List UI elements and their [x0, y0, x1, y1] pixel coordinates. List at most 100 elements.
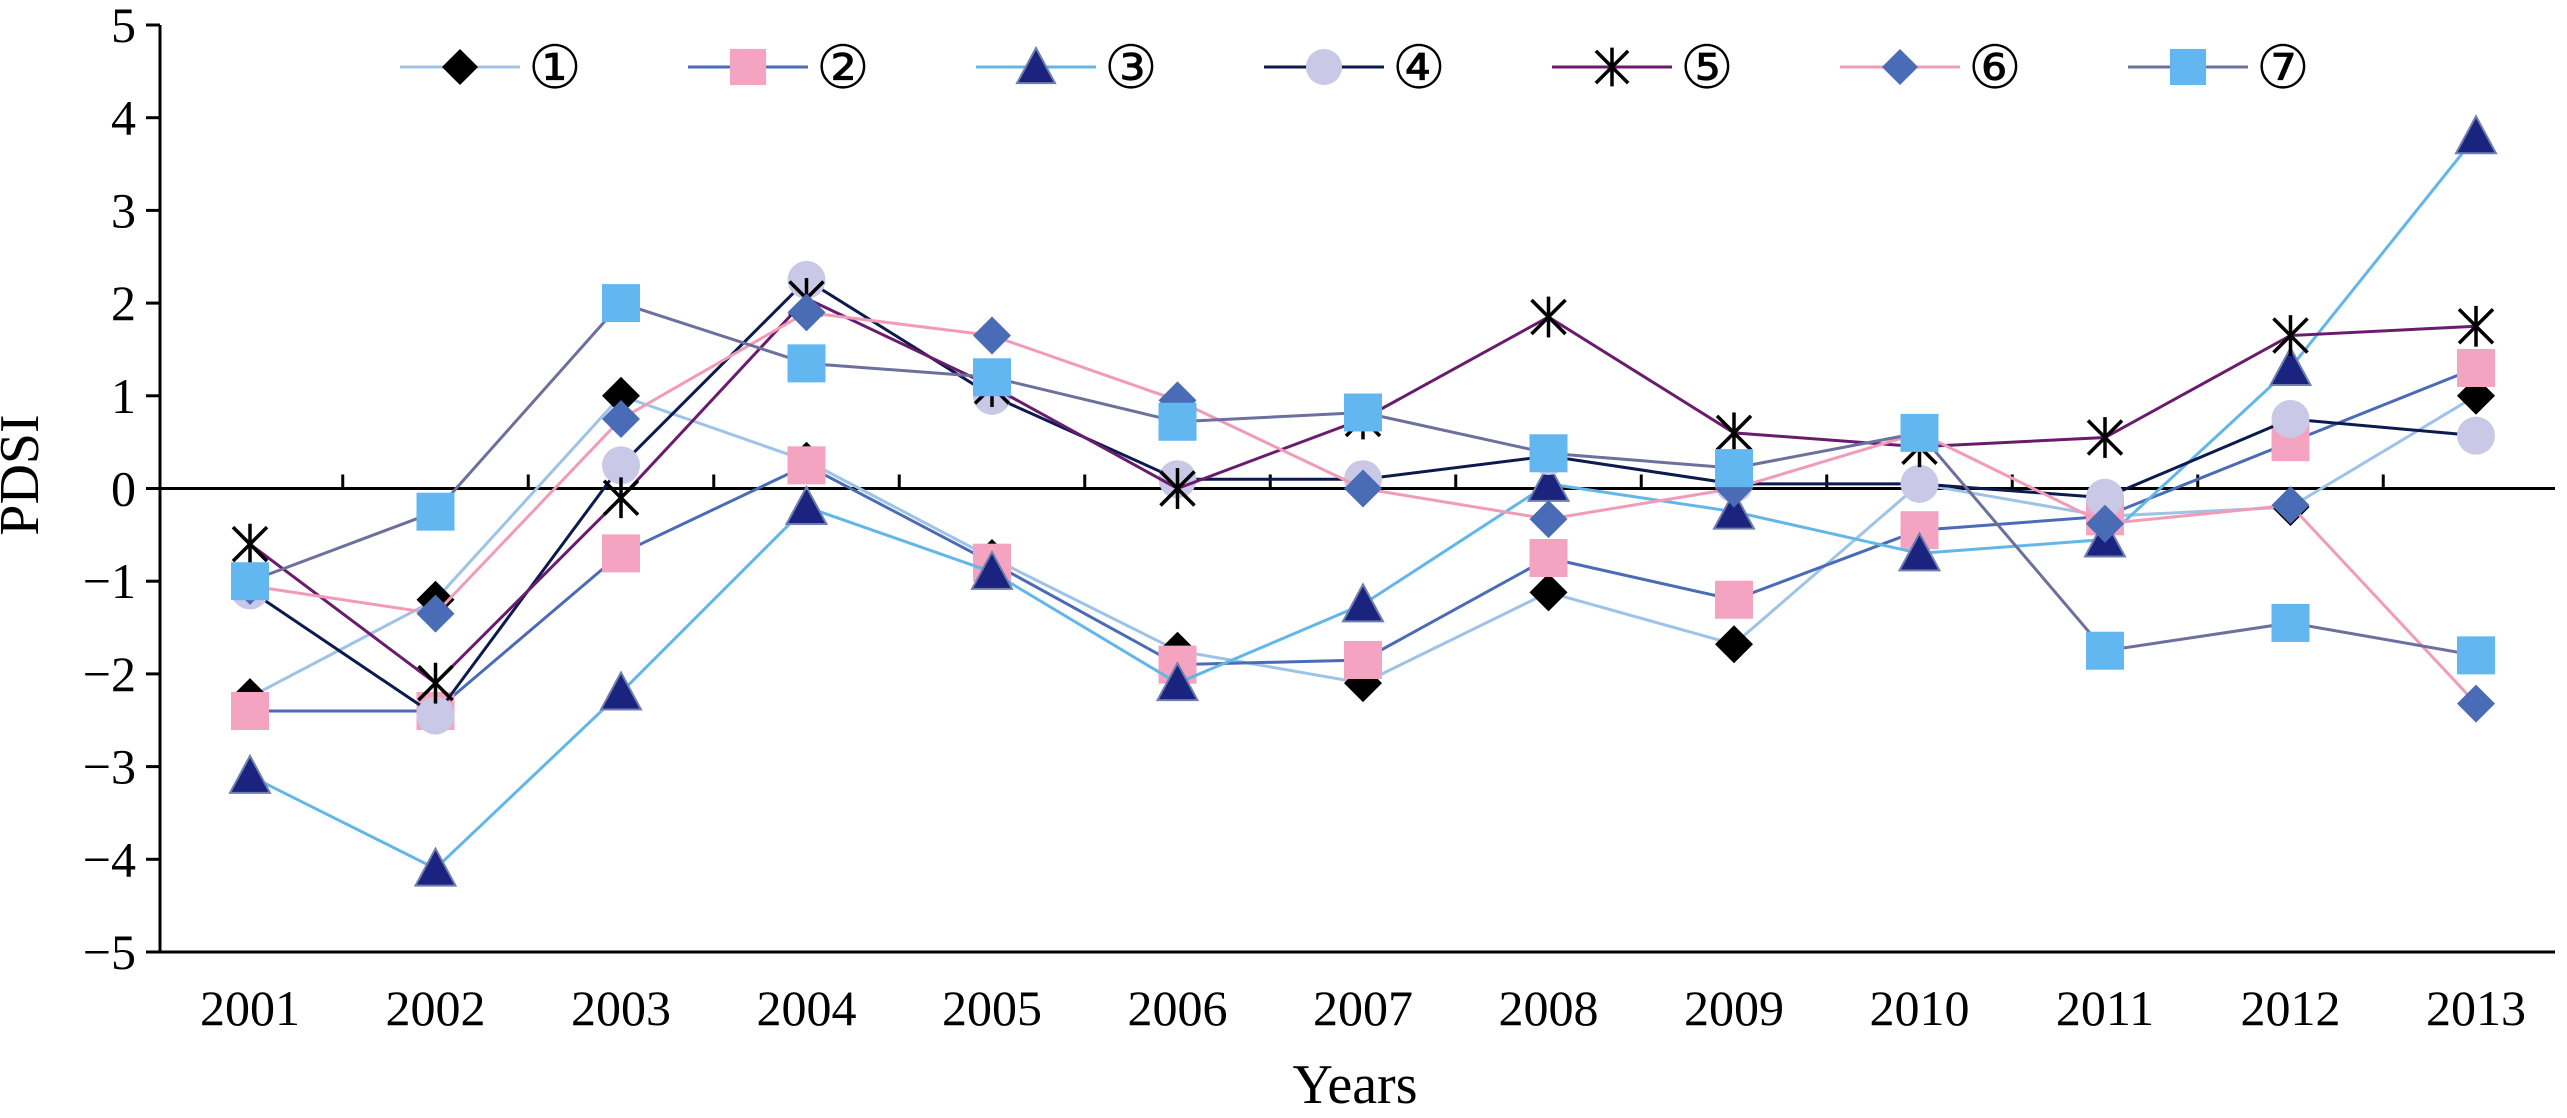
data-point	[1897, 531, 1942, 572]
y-tick-label: −3	[83, 739, 136, 795]
legend-item-5: ⑤	[1552, 35, 1734, 101]
legend-item-7: ⑦	[2128, 35, 2310, 101]
x-tick-label: 2011	[2056, 980, 2154, 1036]
data-point	[1529, 573, 1568, 612]
series-5	[231, 278, 2495, 704]
x-axis-title: Years	[1293, 1054, 1418, 1113]
x-tick-label: 2013	[2426, 980, 2526, 1036]
data-point	[1341, 582, 1385, 623]
legend-label: ①	[528, 35, 582, 101]
series-6	[231, 293, 2495, 723]
data-point	[1158, 402, 1197, 441]
y-tick-label: 2	[111, 275, 136, 331]
x-tick-label: 2009	[1684, 980, 1784, 1036]
data-point	[417, 662, 454, 704]
legend-swatch-marker	[1015, 45, 1057, 85]
data-point	[2457, 348, 2495, 387]
axes-layer: −5 −4 −3 −2 −1 0 1 2 3 4 5 2001 2002 2003 2004 2005 2006…	[83, 0, 2555, 1036]
data-point	[2457, 416, 2495, 455]
data-point	[1715, 625, 1753, 664]
legend-swatch-marker	[441, 48, 479, 86]
data-point	[2271, 486, 2310, 525]
x-tick-label: 2005	[942, 980, 1042, 1036]
data-point	[602, 477, 640, 519]
data-point	[2271, 399, 2310, 438]
data-point	[416, 594, 455, 633]
data-point	[231, 691, 269, 730]
data-point	[1344, 469, 1382, 508]
data-point	[2457, 684, 2495, 723]
data-point	[602, 446, 640, 485]
x-tick-label: 2007	[1313, 980, 1413, 1036]
data-point	[787, 293, 826, 332]
legend-label: ⑤	[1680, 35, 1734, 101]
data-point	[1529, 539, 1568, 578]
data-point	[1715, 449, 1753, 488]
data-point	[413, 846, 458, 887]
data-point	[2271, 603, 2310, 642]
data-point	[2086, 504, 2124, 543]
y-tick-label: −5	[83, 924, 136, 980]
data-point	[2457, 636, 2495, 675]
series-layer	[228, 114, 2498, 887]
y-tick-label: −1	[83, 553, 136, 609]
data-point	[416, 696, 455, 735]
data-point	[1159, 468, 1196, 509]
data-point	[2454, 114, 2498, 155]
data-point	[2272, 315, 2309, 356]
data-point	[973, 316, 1011, 355]
series-7	[231, 284, 2495, 675]
legend-swatch-marker	[2169, 48, 2207, 86]
y-tick-label: 5	[111, 0, 136, 53]
data-point	[1900, 464, 1939, 503]
data-point	[1715, 580, 1753, 619]
legend-swatch-marker	[1881, 48, 1919, 86]
data-point	[602, 376, 640, 415]
data-point	[602, 534, 640, 573]
data-point	[2086, 417, 2124, 458]
data-point	[787, 344, 826, 383]
x-tick-label: 2002	[386, 980, 486, 1036]
data-point	[1712, 489, 1756, 530]
x-tick-label: 2004	[757, 980, 857, 1036]
y-tick-label: 4	[111, 90, 136, 146]
y-tick-label: −4	[83, 831, 136, 887]
legend-item-3: ③	[976, 35, 1158, 101]
data-point	[973, 358, 1011, 397]
legend-label: ③	[1104, 35, 1158, 101]
data-point	[1155, 661, 1200, 702]
x-tick-label: 2008	[1499, 980, 1599, 1036]
data-point	[602, 284, 640, 323]
legend-label: ⑦	[2256, 35, 2310, 101]
data-point	[1344, 640, 1382, 679]
data-point	[602, 399, 640, 438]
data-point	[1900, 413, 1939, 452]
data-point	[970, 549, 1014, 590]
legend-item-6: ⑥	[1840, 35, 2022, 101]
y-axis-title: PDSI	[0, 414, 51, 535]
legend-label: ④	[1392, 35, 1446, 101]
x-tick-label: 2010	[1870, 980, 1970, 1036]
data-point	[787, 446, 826, 485]
data-point	[2457, 305, 2495, 347]
legend-item-2: ②	[688, 35, 870, 101]
data-point	[1530, 296, 1567, 338]
data-point	[228, 753, 272, 794]
data-point	[231, 562, 269, 601]
x-tick-label: 2001	[200, 980, 300, 1036]
y-tick-label: 1	[111, 368, 136, 424]
data-point	[2268, 345, 2313, 386]
data-point	[416, 492, 455, 531]
legend-label: ⑥	[1968, 35, 2022, 101]
data-point	[1715, 412, 1753, 454]
data-point	[599, 670, 643, 711]
y-tick-label: 0	[111, 461, 136, 517]
legend-label: ②	[816, 35, 870, 101]
legend-item-1: ①	[400, 35, 582, 101]
x-tick-label: 2012	[2241, 980, 2341, 1036]
data-point	[2086, 631, 2124, 670]
x-tick-label: 2006	[1128, 980, 1228, 1036]
x-tick-label: 2003	[571, 980, 671, 1036]
